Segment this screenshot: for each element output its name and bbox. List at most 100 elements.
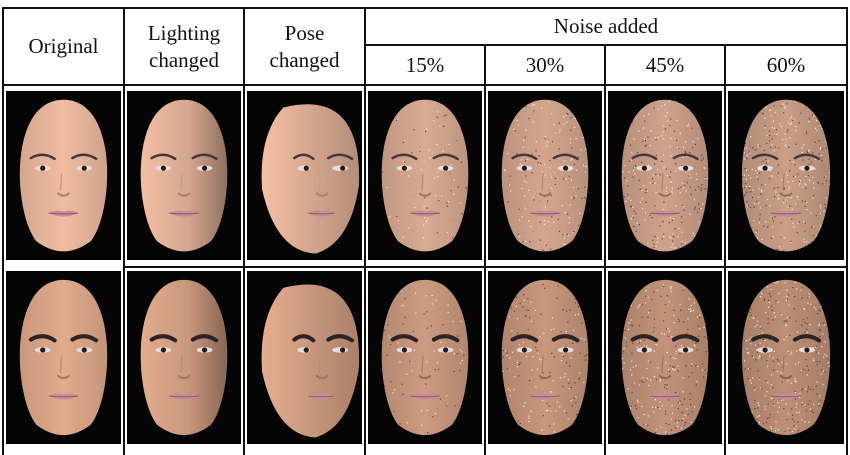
eyebrow (326, 334, 355, 343)
table-left-border (2, 7, 4, 86)
iris (160, 347, 167, 353)
header-divider-2 (243, 7, 245, 86)
nose (779, 192, 793, 197)
header-noise-group: Noise added (366, 9, 846, 44)
face-skin (741, 99, 831, 252)
nose (177, 192, 191, 197)
face-svg (368, 271, 482, 444)
header-noise-60: 60% (726, 46, 846, 84)
eyebrow (71, 153, 98, 161)
eyebrow (390, 334, 419, 343)
nose (658, 374, 672, 380)
face-photo-female-pose (247, 91, 362, 260)
face-skin (261, 284, 360, 438)
face-skin (621, 99, 709, 252)
photo-divider-2 (243, 86, 245, 455)
photo-divider-1 (123, 86, 125, 455)
iris (401, 347, 408, 353)
face-photo-male-noise-60 (728, 271, 844, 444)
nose (658, 192, 672, 197)
iris (303, 347, 309, 353)
eyebrow (671, 334, 700, 343)
eyebrow (28, 334, 57, 343)
face-photo-female-noise-60 (728, 91, 844, 260)
header-noise-15-label: 15% (405, 52, 445, 77)
eyebrow (70, 334, 99, 343)
eyebrow (190, 334, 219, 343)
table-right-border (846, 7, 848, 86)
iris (340, 165, 346, 171)
header-divider-5 (604, 44, 606, 86)
iris (521, 347, 528, 353)
face-photo-male-noise-15 (368, 271, 482, 444)
face-svg (247, 91, 362, 260)
face-svg (488, 91, 602, 260)
iris (563, 165, 569, 171)
iris (81, 347, 87, 353)
face-svg (127, 91, 241, 260)
table-top-border (2, 7, 848, 9)
nose (315, 192, 329, 197)
face-skin (19, 99, 108, 252)
photo-divider-3 (364, 86, 366, 455)
nose (315, 374, 329, 380)
face-photo-male-pose (247, 271, 362, 444)
eyebrow (630, 334, 659, 343)
face-photo-male-noise-30 (488, 271, 602, 444)
photo-left-border (2, 86, 4, 455)
eyebrow (631, 153, 658, 161)
header-divider-6 (724, 44, 726, 86)
header-divider-1 (123, 7, 125, 86)
eyebrow (432, 153, 459, 161)
iris (443, 165, 449, 171)
header-divider-3 (364, 7, 366, 86)
iris (804, 165, 810, 171)
face-svg (608, 271, 722, 444)
face-skin (501, 279, 589, 436)
nose (56, 374, 71, 380)
eyebrow (551, 334, 580, 343)
nose (418, 192, 432, 197)
eyebrow (293, 153, 315, 161)
eyebrow (191, 153, 218, 161)
face-svg (728, 91, 844, 260)
face-svg (247, 271, 362, 444)
iris (442, 347, 449, 353)
header-original-label: Original (28, 34, 99, 58)
photo-divider-5 (604, 86, 606, 455)
nose (538, 374, 552, 380)
header-pose-label: Pose changed (269, 20, 340, 72)
header-noise-45: 45% (606, 46, 724, 84)
iris (804, 347, 810, 353)
face-svg (127, 271, 241, 444)
eyebrow (29, 153, 56, 161)
header-noise-45-label: 45% (645, 52, 685, 77)
iris (682, 347, 689, 353)
face-skin (381, 279, 469, 436)
face-svg (608, 91, 722, 260)
photo-divider-4 (484, 86, 486, 455)
face-photo-female-noise-15 (368, 91, 482, 260)
iris (641, 165, 647, 171)
eyebrow (792, 334, 821, 343)
header-lighting-label: Lighting changed (147, 20, 221, 72)
face-svg (488, 271, 602, 444)
iris (40, 165, 46, 171)
nose (56, 192, 71, 197)
row-separator (124, 266, 848, 268)
face-photo-male-lighting (127, 271, 241, 444)
photo-divider-6 (724, 86, 726, 455)
header-noise-30: 30% (486, 46, 604, 84)
iris (340, 347, 346, 353)
iris (81, 165, 87, 171)
header-divider-4 (484, 44, 486, 86)
face-photo-male-noise-45 (608, 271, 722, 444)
eyebrow (150, 153, 177, 161)
face-skin (140, 279, 228, 436)
iris (201, 347, 208, 353)
face-skin (19, 279, 108, 436)
nose (418, 374, 432, 380)
header-original: Original (4, 9, 123, 84)
iris (641, 347, 648, 353)
face-skin (261, 104, 360, 254)
